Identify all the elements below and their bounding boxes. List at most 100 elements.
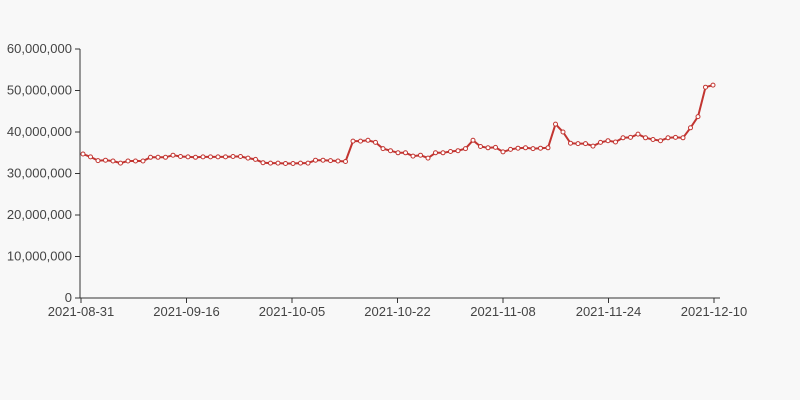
data-point[interactable] bbox=[328, 158, 333, 164]
data-point[interactable] bbox=[470, 137, 476, 143]
data-point[interactable] bbox=[455, 148, 461, 154]
data-point[interactable] bbox=[350, 138, 356, 144]
data-point[interactable] bbox=[193, 154, 198, 160]
data-point[interactable] bbox=[605, 138, 611, 144]
data-point[interactable] bbox=[140, 158, 146, 164]
x-axis: 2021-08-31 2021-09-16 2021-10-05 2021-10-22… bbox=[48, 297, 748, 319]
data-point[interactable] bbox=[163, 154, 168, 160]
data-point[interactable] bbox=[395, 150, 401, 156]
data-point[interactable] bbox=[425, 155, 431, 161]
data-point[interactable] bbox=[560, 129, 566, 135]
data-point[interactable] bbox=[478, 144, 483, 149]
data-point[interactable] bbox=[155, 154, 161, 160]
data-point[interactable] bbox=[673, 134, 678, 140]
data-point[interactable] bbox=[388, 148, 393, 154]
data-point[interactable] bbox=[170, 152, 176, 158]
data-point[interactable] bbox=[650, 137, 656, 142]
data-point[interactable] bbox=[148, 154, 153, 160]
data-point[interactable] bbox=[658, 138, 663, 144]
data-point[interactable] bbox=[335, 158, 341, 164]
data-point[interactable] bbox=[680, 135, 686, 141]
series-layer bbox=[80, 82, 716, 166]
y-tick-label: 50,000,000 bbox=[7, 83, 72, 98]
x-tick-label: 2021-11-24 bbox=[576, 304, 642, 319]
data-point[interactable] bbox=[305, 160, 311, 166]
data-point[interactable] bbox=[493, 144, 498, 150]
data-point[interactable] bbox=[523, 145, 528, 151]
data-point[interactable] bbox=[275, 160, 281, 166]
data-point[interactable] bbox=[590, 143, 596, 149]
data-point[interactable] bbox=[710, 82, 716, 88]
y-tick-label: 30,000,000 bbox=[7, 166, 72, 181]
data-point[interactable] bbox=[118, 160, 123, 166]
data-point[interactable] bbox=[178, 154, 183, 159]
data-point[interactable] bbox=[125, 158, 131, 164]
data-point[interactable] bbox=[485, 145, 491, 151]
data-point[interactable] bbox=[103, 157, 108, 163]
data-point[interactable] bbox=[515, 145, 521, 151]
data-point[interactable] bbox=[320, 157, 326, 163]
data-point[interactable] bbox=[643, 135, 648, 141]
y-tick-label: 10,000,000 bbox=[7, 249, 72, 264]
y-tick-label: 20,000,000 bbox=[7, 207, 72, 222]
data-point[interactable] bbox=[223, 154, 228, 160]
data-point[interactable] bbox=[260, 160, 266, 166]
y-tick-label: 60,000,000 bbox=[7, 41, 72, 56]
data-point[interactable] bbox=[463, 146, 468, 152]
data-point[interactable] bbox=[530, 146, 536, 152]
data-point[interactable] bbox=[628, 134, 633, 140]
data-point[interactable] bbox=[200, 154, 206, 160]
data-point[interactable] bbox=[343, 159, 348, 164]
data-point[interactable] bbox=[568, 140, 573, 146]
data-point[interactable] bbox=[403, 150, 408, 156]
data-point[interactable] bbox=[440, 150, 446, 156]
y-axis: 0 10,000,000 20,000,000 30,000,000 40,000,00… bbox=[7, 41, 81, 305]
data-point[interactable] bbox=[298, 160, 303, 166]
data-point[interactable] bbox=[553, 121, 558, 127]
data-point[interactable] bbox=[110, 158, 116, 164]
data-point[interactable] bbox=[508, 146, 513, 152]
data-point[interactable] bbox=[620, 135, 626, 141]
data-point[interactable] bbox=[268, 160, 273, 166]
data-point[interactable] bbox=[358, 138, 363, 144]
x-tick-label: 2021-08-31 bbox=[48, 304, 115, 319]
data-point[interactable] bbox=[635, 131, 641, 137]
data-point[interactable] bbox=[613, 139, 618, 145]
data-point[interactable] bbox=[185, 154, 191, 160]
data-point[interactable] bbox=[665, 135, 671, 141]
data-point[interactable] bbox=[380, 146, 386, 152]
data-point[interactable] bbox=[373, 139, 378, 145]
data-point[interactable] bbox=[583, 141, 588, 147]
data-point[interactable] bbox=[418, 152, 423, 158]
data-point[interactable] bbox=[575, 141, 581, 147]
data-point[interactable] bbox=[313, 157, 318, 163]
data-point[interactable] bbox=[598, 139, 603, 145]
data-point[interactable] bbox=[290, 161, 296, 166]
data-point[interactable] bbox=[688, 125, 693, 131]
data-point[interactable] bbox=[253, 156, 258, 162]
data-point[interactable] bbox=[365, 137, 371, 143]
data-point[interactable] bbox=[410, 153, 416, 159]
data-point[interactable] bbox=[500, 149, 506, 155]
data-point[interactable] bbox=[538, 145, 543, 151]
data-point[interactable] bbox=[703, 84, 708, 90]
data-point[interactable] bbox=[238, 154, 243, 159]
x-tick-label: 2021-09-16 bbox=[153, 304, 220, 319]
data-point[interactable] bbox=[695, 114, 701, 120]
data-point[interactable] bbox=[133, 158, 138, 164]
data-point[interactable] bbox=[283, 161, 288, 166]
data-point[interactable] bbox=[88, 154, 93, 160]
data-point[interactable] bbox=[215, 154, 221, 160]
data-point[interactable] bbox=[245, 155, 251, 161]
data-point[interactable] bbox=[433, 150, 438, 156]
data-point[interactable] bbox=[80, 151, 86, 157]
data-point[interactable] bbox=[208, 154, 213, 160]
data-point[interactable] bbox=[448, 149, 453, 154]
y-tick-label: 0 bbox=[65, 290, 72, 305]
x-tick-label: 2021-12-10 bbox=[681, 304, 748, 319]
x-tick-label: 2021-10-22 bbox=[364, 304, 431, 319]
data-point[interactable] bbox=[95, 158, 101, 164]
data-point[interactable] bbox=[230, 154, 236, 159]
data-point[interactable] bbox=[545, 145, 551, 151]
